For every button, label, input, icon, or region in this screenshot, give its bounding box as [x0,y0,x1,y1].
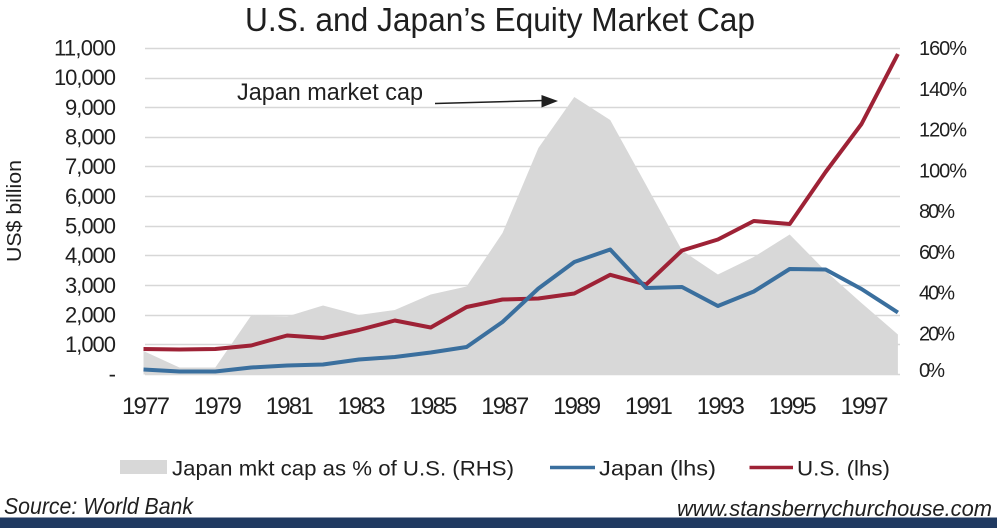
svg-text:Japan market cap: Japan market cap [237,79,423,106]
svg-text:1981: 1981 [266,393,314,420]
svg-text:1989: 1989 [553,393,601,420]
svg-text:Japan (lhs): Japan (lhs) [599,458,716,481]
svg-text:1987: 1987 [481,393,529,420]
svg-text:0%: 0% [919,360,945,382]
svg-text:100%: 100% [919,160,967,182]
svg-text:www.stansberrychurchouse.com: www.stansberrychurchouse.com [677,496,992,521]
svg-text:7,000: 7,000 [65,154,116,179]
svg-text:20%: 20% [919,323,955,345]
svg-text:10,000: 10,000 [54,65,116,90]
svg-text:1993: 1993 [697,393,745,420]
svg-text:60%: 60% [919,242,955,264]
svg-text:80%: 80% [919,201,955,223]
svg-text:120%: 120% [919,120,967,142]
svg-text:6,000: 6,000 [65,184,116,209]
svg-text:U.S. (lhs): U.S. (lhs) [797,458,890,481]
svg-text:1997: 1997 [841,393,889,420]
svg-text:1977: 1977 [122,393,170,420]
svg-text:US$ billion: US$ billion [4,160,26,262]
svg-text:1,000: 1,000 [65,332,116,357]
svg-text:1995: 1995 [769,393,817,420]
svg-text:1979: 1979 [194,393,242,420]
svg-text:160%: 160% [919,38,967,60]
svg-text:4,000: 4,000 [65,243,116,268]
svg-text:1985: 1985 [409,393,457,420]
svg-text:2,000: 2,000 [65,303,116,328]
svg-text:3,000: 3,000 [65,273,116,298]
svg-text:1983: 1983 [338,393,386,420]
svg-text:40%: 40% [919,283,955,305]
svg-text:1991: 1991 [625,393,673,420]
svg-text:Japan mkt cap as % of U.S. (RH: Japan mkt cap as % of U.S. (RHS) [172,458,514,481]
svg-text:5,000: 5,000 [65,214,116,239]
svg-text:11,000: 11,000 [54,36,116,61]
svg-text:U.S. and Japan’s Equity Market: U.S. and Japan’s Equity Market Cap [245,1,755,38]
svg-text:9,000: 9,000 [65,95,116,120]
svg-text:Source: World Bank: Source: World Bank [4,493,194,519]
svg-text:-: - [109,362,116,387]
svg-text:140%: 140% [919,79,967,101]
svg-text:8,000: 8,000 [65,125,116,150]
